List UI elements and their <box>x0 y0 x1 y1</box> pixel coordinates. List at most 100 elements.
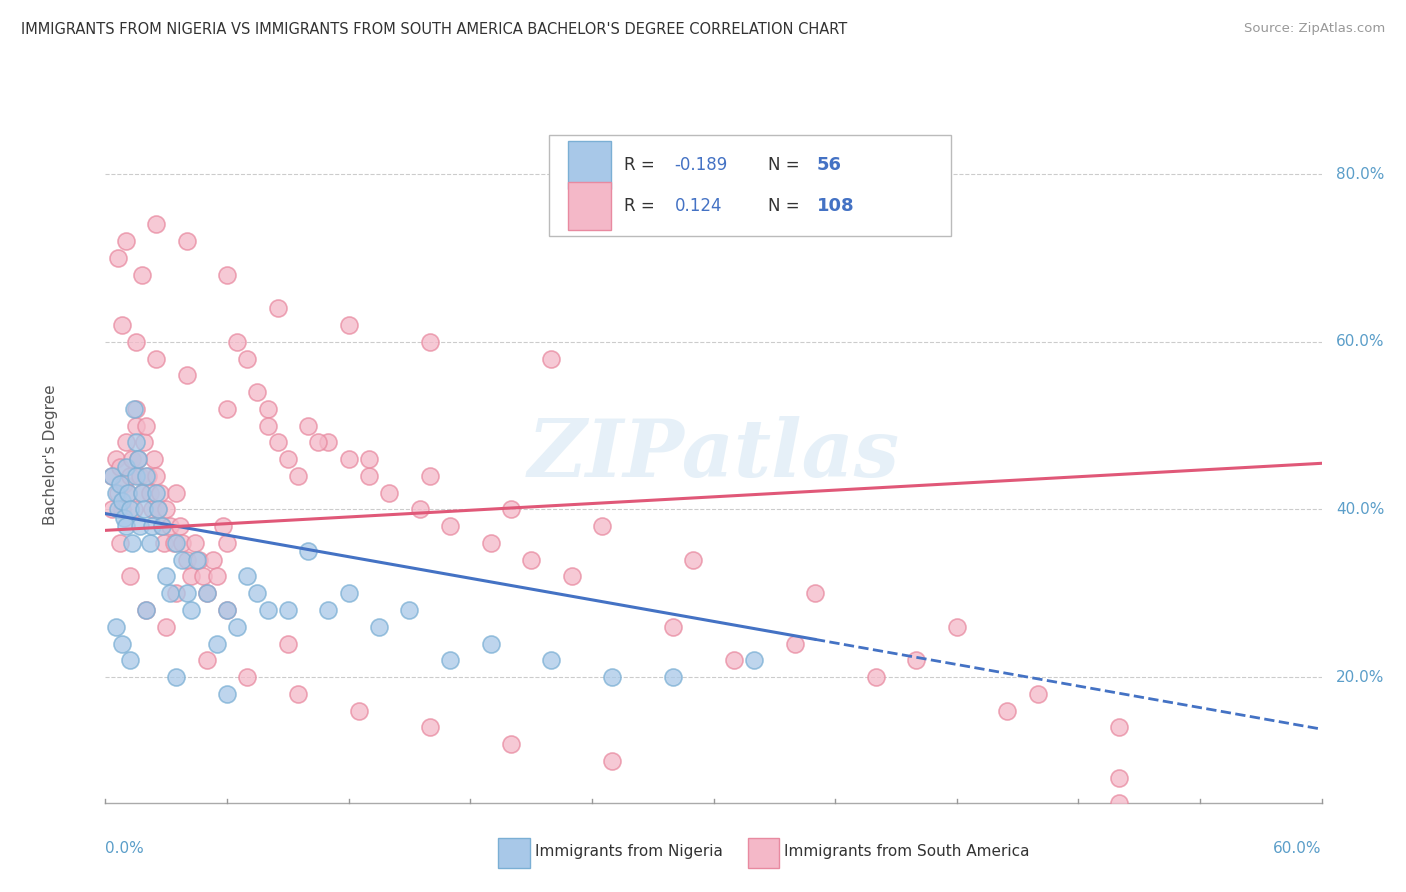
Point <box>131 268 153 282</box>
Point <box>146 502 169 516</box>
Point <box>172 552 194 566</box>
Text: 60.0%: 60.0% <box>1336 334 1385 350</box>
Point <box>287 687 309 701</box>
Point <box>107 251 129 265</box>
Point <box>804 586 827 600</box>
Text: 80.0%: 80.0% <box>1336 167 1385 182</box>
Point <box>149 485 172 500</box>
Point <box>520 552 543 566</box>
Point <box>591 519 613 533</box>
Point <box>131 485 153 500</box>
Point <box>201 552 224 566</box>
Text: Source: ZipAtlas.com: Source: ZipAtlas.com <box>1244 22 1385 36</box>
Point <box>256 418 278 433</box>
Point <box>368 620 391 634</box>
Point <box>176 368 198 383</box>
Point <box>135 418 157 433</box>
FancyBboxPatch shape <box>568 141 612 188</box>
Point <box>267 301 290 316</box>
Point <box>118 653 141 667</box>
Point <box>111 502 134 516</box>
Point <box>146 502 169 516</box>
Text: -0.189: -0.189 <box>675 155 728 174</box>
Point <box>132 502 155 516</box>
Point <box>155 620 177 634</box>
Point <box>111 494 134 508</box>
Point <box>205 569 228 583</box>
Point <box>141 502 163 516</box>
Text: 56: 56 <box>817 155 842 174</box>
Point <box>122 401 145 416</box>
Point <box>246 385 269 400</box>
Point <box>419 720 441 734</box>
Point <box>217 268 239 282</box>
Point <box>499 502 522 516</box>
Point <box>723 653 745 667</box>
Point <box>150 519 173 533</box>
Text: 20.0%: 20.0% <box>1336 670 1385 684</box>
Point <box>117 485 139 500</box>
Text: 0.124: 0.124 <box>675 197 723 215</box>
Point <box>153 536 176 550</box>
Point <box>100 502 122 516</box>
Point <box>662 620 685 634</box>
Point <box>479 636 502 650</box>
Point <box>132 435 155 450</box>
FancyBboxPatch shape <box>498 838 530 868</box>
Point <box>159 586 181 600</box>
FancyBboxPatch shape <box>568 182 612 230</box>
Point <box>256 603 278 617</box>
Point <box>479 536 502 550</box>
Point <box>217 687 239 701</box>
Point <box>150 519 173 533</box>
Text: 108: 108 <box>817 197 855 215</box>
Point <box>165 536 187 550</box>
Text: 60.0%: 60.0% <box>1274 841 1322 856</box>
Point <box>118 502 141 516</box>
Point <box>114 435 136 450</box>
Point <box>100 468 122 483</box>
Point <box>662 670 685 684</box>
Point <box>118 569 141 583</box>
Point <box>183 536 205 550</box>
Point <box>318 603 340 617</box>
Point <box>135 468 157 483</box>
Point <box>127 452 149 467</box>
Point <box>121 452 143 467</box>
Point <box>180 569 202 583</box>
Point <box>180 603 202 617</box>
Point <box>141 519 163 533</box>
Point <box>165 670 187 684</box>
Point <box>347 704 370 718</box>
Point <box>195 653 218 667</box>
Point <box>139 536 162 550</box>
Point <box>143 452 166 467</box>
Point <box>783 636 806 650</box>
Point <box>118 468 141 483</box>
Point <box>117 485 139 500</box>
Point <box>145 351 167 366</box>
Point <box>905 653 928 667</box>
Point <box>236 670 259 684</box>
Point <box>337 318 360 332</box>
Point <box>408 502 430 516</box>
Point <box>104 620 127 634</box>
Point <box>107 502 129 516</box>
Text: R =: R = <box>623 155 659 174</box>
Point <box>439 519 461 533</box>
Point <box>499 737 522 751</box>
Point <box>129 519 152 533</box>
Text: 40.0%: 40.0% <box>1336 502 1385 516</box>
Point <box>1026 687 1049 701</box>
Point <box>1108 720 1130 734</box>
Point <box>159 519 181 533</box>
Point <box>108 477 131 491</box>
Point <box>236 351 259 366</box>
Point <box>540 653 562 667</box>
Point <box>357 452 380 467</box>
Point <box>398 603 420 617</box>
Point <box>104 452 127 467</box>
Point <box>212 519 235 533</box>
Point <box>419 334 441 349</box>
Text: N =: N = <box>768 197 806 215</box>
